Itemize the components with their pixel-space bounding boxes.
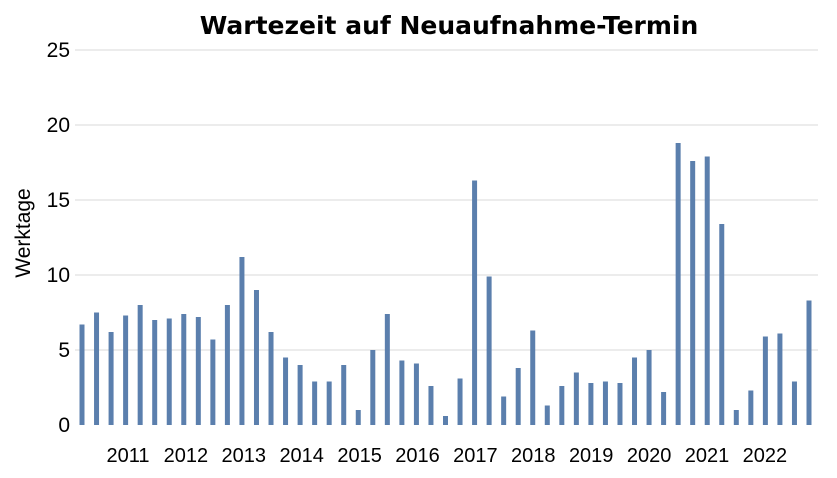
y-tick-label: 20 (47, 114, 70, 137)
bar (602, 381, 608, 425)
bar (733, 410, 739, 425)
bar (486, 276, 492, 425)
y-tick-label: 0 (58, 414, 70, 437)
bar (457, 378, 463, 425)
bar (166, 318, 172, 425)
bar (152, 320, 158, 425)
x-axis-ticks: 2011 2012 2013 2014 2015 2016 2017 2018 2019 2020… (106, 445, 787, 467)
bar (559, 386, 565, 425)
x-tick-label: 2017 (453, 445, 498, 467)
x-tick-label: 2019 (569, 445, 614, 467)
bar (79, 324, 85, 425)
bar (472, 180, 478, 425)
bar (195, 317, 201, 425)
bar (384, 314, 390, 425)
bar (428, 386, 434, 425)
chart-title: Wartezeit auf Neuaufnahme-Termin (200, 11, 699, 40)
bar (181, 314, 187, 425)
y-axis-ticks: 0 5 10 15 20 25 (47, 39, 70, 437)
x-tick-label: 2020 (627, 445, 672, 467)
bar (719, 224, 725, 425)
bar (704, 156, 710, 425)
x-tick-label: 2018 (511, 445, 556, 467)
bar (661, 392, 667, 425)
x-tick-label: 2016 (395, 445, 440, 467)
bar (690, 161, 696, 425)
y-tick-label: 10 (47, 264, 70, 287)
bar (515, 368, 521, 425)
bar (123, 315, 129, 425)
bar (762, 336, 768, 425)
bar (791, 381, 797, 425)
bar (675, 143, 681, 425)
bar (588, 383, 594, 425)
y-axis-label: Werktage (12, 188, 35, 278)
bar (632, 357, 638, 425)
bar (312, 381, 318, 425)
bar (413, 363, 419, 425)
bar (617, 383, 623, 425)
y-tick-label: 15 (47, 189, 70, 212)
bar (239, 257, 245, 425)
bar (370, 350, 376, 425)
bar (544, 405, 550, 425)
bar (253, 290, 259, 425)
bar (108, 332, 114, 425)
bar (341, 365, 347, 425)
bar (268, 332, 274, 425)
bar (530, 330, 536, 425)
bar (283, 357, 289, 425)
x-tick-label: 2015 (337, 445, 382, 467)
x-tick-label: 2011 (106, 445, 149, 467)
x-tick-label: 2021 (685, 445, 730, 467)
bar (573, 372, 579, 425)
bar (399, 360, 405, 425)
bar (355, 410, 361, 425)
bar (297, 365, 303, 425)
bar (224, 305, 230, 425)
bar (777, 333, 783, 425)
bar (806, 300, 812, 425)
x-tick-label: 2013 (222, 445, 267, 467)
bar (137, 305, 143, 425)
bar (210, 339, 216, 425)
bar (326, 381, 332, 425)
bar (501, 396, 507, 425)
bar (748, 390, 754, 425)
y-tick-label: 5 (58, 339, 70, 362)
bar (443, 416, 448, 425)
x-tick-label: 2014 (279, 445, 324, 467)
bar (94, 312, 100, 425)
bar (646, 350, 652, 425)
x-tick-label: 2012 (164, 445, 209, 467)
bars (79, 143, 812, 425)
x-tick-label: 2022 (743, 445, 788, 467)
y-tick-label: 25 (47, 39, 70, 62)
